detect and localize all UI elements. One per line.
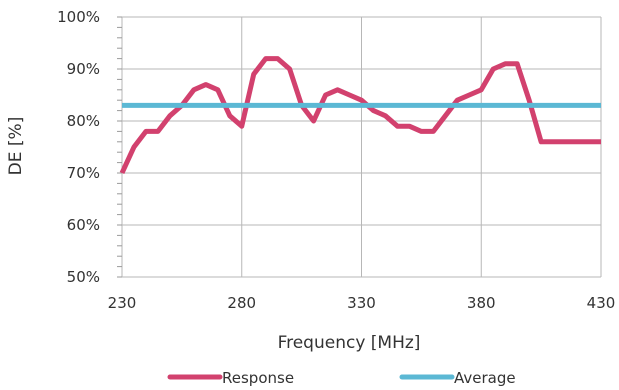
y-tick-label-2: 70% bbox=[67, 164, 100, 182]
x-tick-label-4: 430 bbox=[587, 294, 616, 312]
legend: Response Average bbox=[167, 369, 516, 387]
y-tick-label-1: 60% bbox=[67, 216, 100, 234]
y-tick-label-5: 100% bbox=[57, 8, 100, 26]
y-tick-label-0: 50% bbox=[67, 268, 100, 286]
y-minor-ticks bbox=[117, 16, 122, 278]
legend-label-response: Response bbox=[222, 369, 294, 387]
y-tick-labels: 50% 60% 70% 80% 90% 100% bbox=[57, 8, 100, 286]
x-tick-label-2: 330 bbox=[347, 294, 376, 312]
x-axis-title: Frequency [MHz] bbox=[278, 333, 421, 353]
y-axis-title: DE [%] bbox=[6, 117, 26, 176]
y-tick-label-3: 80% bbox=[67, 112, 100, 130]
x-tick-labels: 230 280 330 380 430 bbox=[108, 294, 616, 312]
y-tick-label-4: 90% bbox=[67, 60, 100, 78]
series-lines bbox=[119, 56, 601, 175]
x-tick-label-0: 230 bbox=[108, 294, 137, 312]
series-line-response bbox=[119, 56, 601, 175]
grid-lines bbox=[121, 16, 602, 278]
x-tick-label-1: 280 bbox=[227, 294, 256, 312]
legend-label-average: Average bbox=[454, 369, 516, 387]
x-tick-label-3: 380 bbox=[467, 294, 496, 312]
